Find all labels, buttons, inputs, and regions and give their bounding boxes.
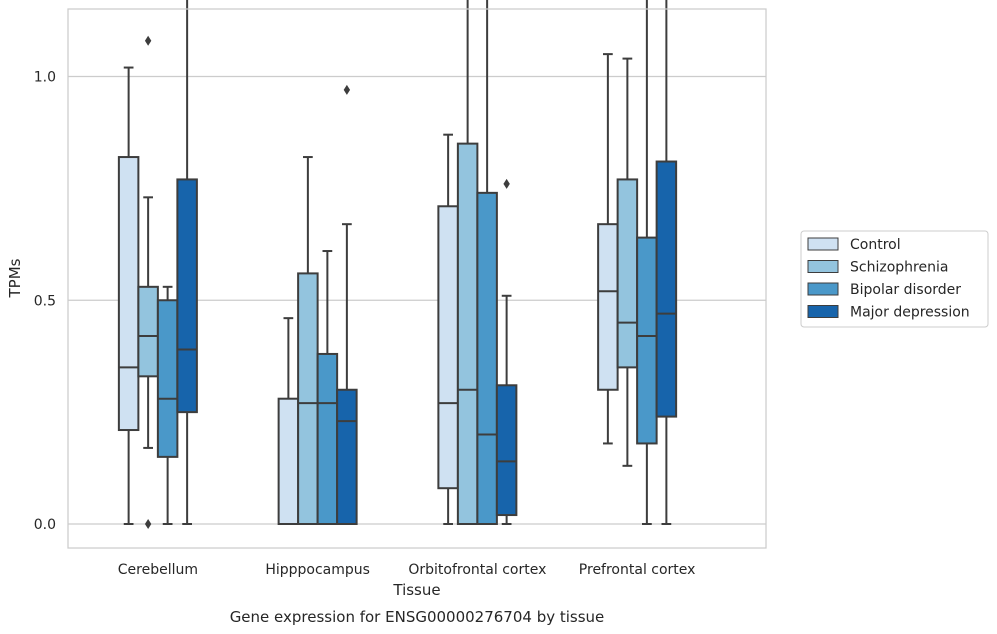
iqr-box <box>137 285 159 378</box>
iqr-box <box>476 191 498 525</box>
box-bipolar-disorder <box>476 0 498 525</box>
x-tick-label: Orbitofrontal cortex <box>408 562 546 578</box>
chart-title: Gene expression for ENSG00000276704 by t… <box>230 608 605 626</box>
box-major-depression <box>495 178 518 525</box>
legend-swatch <box>807 282 839 296</box>
x-tick-labels: Cerebellum Hipppocampus Orbitofrontal cort… <box>118 562 696 578</box>
x-tick-label: Hipppocampus <box>265 562 370 578</box>
outlier-point <box>343 84 351 95</box>
legend-swatch <box>807 237 839 251</box>
box-schizophrenia <box>616 57 639 467</box>
iqr-box <box>316 352 339 526</box>
box-bipolar-disorder <box>156 285 179 525</box>
legend-frame <box>800 230 989 328</box>
legend-label: Major depression <box>850 305 970 321</box>
iqr-box <box>297 272 319 525</box>
legend-label: Schizophrenia <box>850 260 948 276</box>
legend-label: Control <box>850 237 901 253</box>
iqr-box <box>495 384 518 517</box>
outlier-point <box>144 519 152 529</box>
box-control <box>597 53 619 445</box>
x-tick-label: Prefrontal cortex <box>579 562 696 578</box>
y-tick-label: 1.0 <box>34 70 56 86</box>
y-tick-label: 0.0 <box>34 517 56 533</box>
iqr-box <box>655 160 678 418</box>
legend-swatch <box>807 305 839 318</box>
plot-frame <box>67 8 767 549</box>
iqr-box <box>597 223 619 391</box>
box-control <box>437 133 459 525</box>
boxes <box>117 0 678 529</box>
iqr-box <box>437 205 459 490</box>
box-control <box>117 66 140 525</box>
box-major-depression <box>176 0 198 525</box>
box-schizophrenia <box>297 156 319 525</box>
box-major-depression <box>336 84 358 525</box>
iqr-box <box>277 397 300 526</box>
box-schizophrenia <box>456 0 479 525</box>
outlier-point <box>503 178 510 189</box>
x-axis-label: Tissue <box>392 581 440 599</box>
iqr-box <box>156 299 179 458</box>
legend: Control Schizophrenia Bipolar disorder Majo… <box>800 230 989 328</box>
box-bipolar-disorder <box>636 0 658 525</box>
box-major-depression <box>655 0 678 525</box>
iqr-box <box>176 178 198 414</box>
iqr-box <box>117 156 140 432</box>
y-axis-label: TPMs <box>6 258 24 298</box>
y-tick-labels: 0.00.51.01.52.0 <box>34 70 56 534</box>
legend-label: Bipolar disorder <box>850 282 961 298</box>
box-control <box>277 317 300 526</box>
iqr-box <box>336 388 358 525</box>
y-tick-label: 0.5 <box>34 293 56 309</box>
x-tick-label: Cerebellum <box>118 562 198 578</box>
iqr-box <box>616 178 639 369</box>
iqr-box <box>636 236 658 445</box>
box-bipolar-disorder <box>316 250 339 526</box>
legend-swatch <box>807 260 839 273</box>
outlier-point <box>144 35 152 46</box>
iqr-box <box>456 142 479 525</box>
box-schizophrenia <box>137 35 159 529</box>
